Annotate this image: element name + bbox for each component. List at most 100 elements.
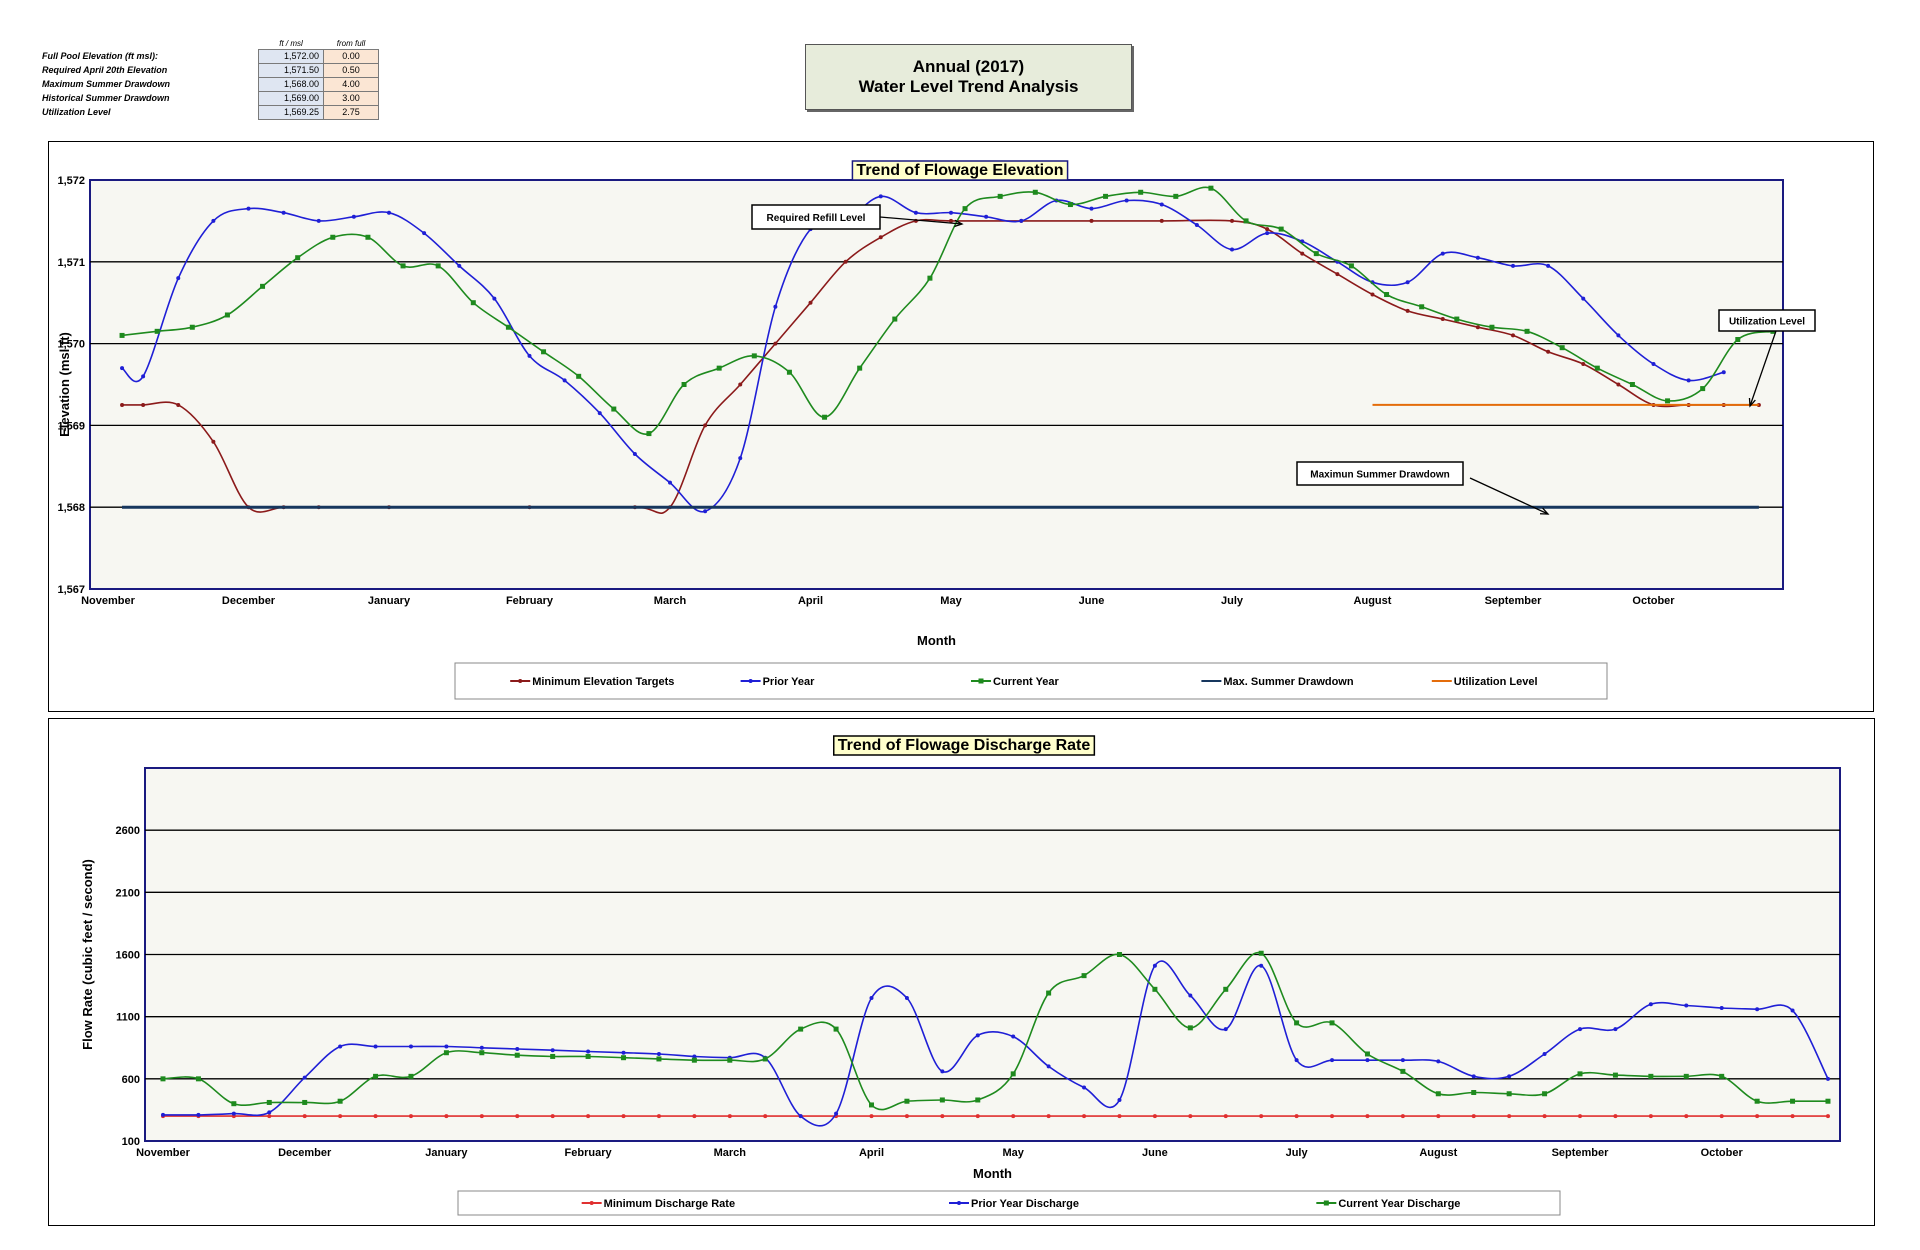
data-point xyxy=(161,1112,165,1117)
data-point xyxy=(798,1026,804,1032)
data-point xyxy=(1138,189,1144,195)
data-point xyxy=(656,1114,661,1119)
legend: Minimum Elevation Targets Prior Year Curre… xyxy=(454,662,1608,700)
data-point xyxy=(1612,1072,1618,1078)
chart-title: Trend of Flowage Discharge Rate xyxy=(838,737,1091,754)
data-point xyxy=(120,366,125,371)
data-point xyxy=(646,431,652,437)
legend-marker xyxy=(589,1201,594,1205)
data-point xyxy=(1046,990,1052,996)
data-point xyxy=(1719,1005,1724,1010)
data-point xyxy=(387,210,391,215)
legend-marker xyxy=(1323,1200,1329,1206)
legend-marker xyxy=(978,678,984,684)
data-point xyxy=(550,1048,555,1053)
summary-row: Maximum Summer Drawdown 1,568.00 4.00 xyxy=(38,77,379,92)
data-point xyxy=(833,1026,839,1032)
callout-label: Utilization Level xyxy=(1729,317,1805,328)
data-point xyxy=(1243,218,1249,224)
data-point xyxy=(224,312,230,318)
callout-arrow xyxy=(879,216,963,225)
data-point xyxy=(266,1099,272,1105)
annotation-callout: Required Refill Level xyxy=(751,204,964,230)
data-point xyxy=(621,1055,627,1061)
data-point xyxy=(1330,1058,1335,1063)
callout-label: Required Refill Level xyxy=(767,213,866,224)
data-point xyxy=(338,1114,343,1119)
x-tick-label: September xyxy=(1485,595,1543,607)
chart-0: 1,567 1,568 1,569 1,570 1,571 1,572 November De… xyxy=(57,160,1816,700)
data-point xyxy=(1259,1114,1264,1119)
x-tick-label: December xyxy=(278,1147,332,1159)
data-point xyxy=(1223,1027,1228,1032)
x-tick-label: June xyxy=(1142,1147,1168,1159)
y-tick-label: 1,569 xyxy=(57,420,85,432)
summary-row-from-full: 3.00 xyxy=(323,91,379,106)
data-point xyxy=(1754,1098,1760,1104)
data-point xyxy=(1616,333,1621,338)
data-point xyxy=(1507,1074,1512,1079)
summary-row-label: Historical Summer Drawdown xyxy=(42,93,170,103)
data-point xyxy=(940,1114,945,1119)
data-point xyxy=(141,374,146,379)
data-point xyxy=(762,1056,768,1062)
data-point xyxy=(1223,1114,1228,1119)
y-tick-label: 600 xyxy=(122,1074,140,1086)
x-axis-title: Month xyxy=(917,633,956,648)
x-tick-label: April xyxy=(859,1147,884,1159)
data-point xyxy=(281,210,286,215)
data-point xyxy=(1365,1114,1370,1119)
data-point xyxy=(975,1114,980,1119)
data-point xyxy=(422,231,427,236)
data-point xyxy=(878,194,883,199)
data-point xyxy=(444,1114,449,1119)
summary-row-label: Required April 20th Elevation xyxy=(42,65,168,75)
x-tick-label: June xyxy=(1079,595,1105,607)
data-point xyxy=(408,1114,413,1119)
data-point xyxy=(1440,251,1445,256)
legend: Minimum Discharge Rate Prior Year Dischar… xyxy=(457,1190,1561,1216)
data-point xyxy=(1152,986,1158,992)
x-tick-label: August xyxy=(1419,1147,1457,1159)
data-point xyxy=(492,296,497,301)
data-point xyxy=(621,1050,626,1055)
data-point xyxy=(621,1114,626,1119)
data-point xyxy=(1594,365,1600,371)
series-prior-year xyxy=(120,194,1726,514)
arrow-head xyxy=(1539,507,1550,515)
arrow-head xyxy=(1748,397,1756,408)
data-point xyxy=(1313,251,1319,257)
data-point xyxy=(1258,950,1264,956)
data-point xyxy=(913,210,918,215)
callout-arrow xyxy=(1469,477,1549,515)
data-point xyxy=(231,1111,236,1116)
callout-box xyxy=(751,204,881,230)
legend-item: Current Year Discharge xyxy=(1316,1198,1460,1210)
y-tick-label: 1600 xyxy=(116,950,140,962)
data-point xyxy=(444,1044,449,1049)
data-point xyxy=(373,1114,378,1119)
x-tick-label: November xyxy=(81,595,136,607)
data-point xyxy=(984,214,989,219)
data-point xyxy=(1790,1008,1795,1013)
data-point xyxy=(1475,255,1480,260)
summary-row-from-full: 0.50 xyxy=(323,63,379,78)
legend-box xyxy=(454,662,1608,700)
data-point xyxy=(692,1114,697,1119)
data-point xyxy=(1089,218,1094,223)
data-point xyxy=(611,406,617,412)
y-tick-label: 1,567 xyxy=(57,584,85,596)
x-axis-title: Month xyxy=(973,1166,1012,1181)
data-point xyxy=(703,423,708,428)
data-point xyxy=(1223,986,1229,992)
data-point xyxy=(1436,1114,1441,1119)
data-point xyxy=(1364,1051,1370,1057)
data-point xyxy=(330,234,336,240)
data-point xyxy=(1116,952,1122,957)
data-point xyxy=(408,1044,413,1049)
data-point xyxy=(1329,1020,1335,1026)
summary-row-value: 1,572.00 xyxy=(258,49,324,64)
legend-label: Prior Year Discharge xyxy=(971,1198,1079,1210)
data-point xyxy=(1648,1114,1653,1119)
data-point xyxy=(562,378,567,383)
